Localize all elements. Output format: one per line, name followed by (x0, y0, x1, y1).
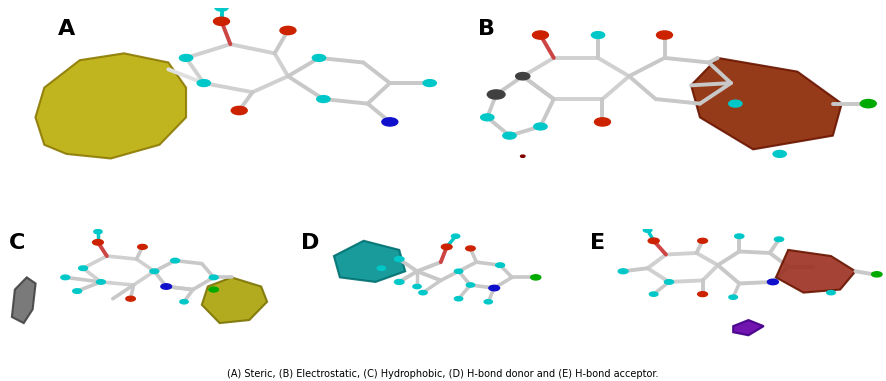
Circle shape (214, 17, 229, 26)
Polygon shape (12, 277, 35, 323)
Polygon shape (733, 320, 764, 335)
Circle shape (441, 244, 452, 250)
Circle shape (860, 99, 876, 108)
Circle shape (774, 237, 783, 242)
Circle shape (209, 287, 219, 292)
Circle shape (649, 292, 658, 296)
Circle shape (827, 290, 835, 295)
Circle shape (466, 246, 475, 251)
Circle shape (649, 238, 659, 243)
Circle shape (455, 296, 462, 301)
Circle shape (94, 229, 102, 234)
Text: B: B (478, 19, 495, 39)
Circle shape (161, 284, 172, 289)
Circle shape (728, 100, 742, 107)
Circle shape (197, 80, 211, 86)
Circle shape (618, 269, 628, 274)
Circle shape (872, 272, 882, 277)
Circle shape (487, 90, 505, 99)
Text: E: E (589, 233, 604, 253)
Circle shape (209, 275, 218, 280)
Circle shape (61, 275, 70, 280)
Circle shape (767, 279, 779, 285)
Circle shape (382, 118, 398, 126)
Circle shape (591, 32, 604, 38)
Circle shape (734, 234, 744, 239)
Circle shape (657, 31, 672, 39)
Circle shape (214, 4, 229, 11)
Circle shape (280, 26, 296, 35)
Circle shape (97, 280, 105, 284)
Text: A: A (58, 19, 74, 39)
Circle shape (126, 296, 136, 301)
Circle shape (394, 257, 404, 261)
Circle shape (171, 258, 180, 263)
Circle shape (495, 263, 505, 267)
Circle shape (466, 283, 475, 287)
Circle shape (452, 234, 460, 239)
Circle shape (664, 280, 673, 284)
Circle shape (413, 284, 421, 289)
Circle shape (697, 239, 708, 243)
Circle shape (520, 155, 525, 157)
Circle shape (377, 266, 385, 271)
Polygon shape (35, 53, 186, 158)
Circle shape (697, 292, 708, 296)
Circle shape (480, 114, 494, 121)
Circle shape (179, 54, 193, 61)
Circle shape (533, 123, 547, 130)
Circle shape (729, 295, 737, 299)
Text: D: D (301, 233, 320, 253)
Text: (A) Steric, (B) Electrostatic, (C) Hydrophobic, (D) H-bond donor and (E) H-bond : (A) Steric, (B) Electrostatic, (C) Hydro… (227, 369, 659, 379)
Polygon shape (691, 58, 842, 149)
Circle shape (150, 269, 159, 274)
Circle shape (93, 240, 104, 245)
Circle shape (595, 118, 610, 126)
Circle shape (312, 54, 325, 61)
Circle shape (532, 31, 548, 39)
Circle shape (531, 275, 540, 280)
Circle shape (643, 228, 652, 232)
Circle shape (419, 290, 427, 295)
Circle shape (180, 299, 188, 304)
Circle shape (773, 150, 787, 157)
Circle shape (394, 280, 404, 284)
Polygon shape (776, 250, 855, 293)
Circle shape (73, 289, 82, 293)
Circle shape (424, 80, 436, 86)
Polygon shape (202, 277, 268, 323)
Text: C: C (9, 233, 26, 253)
Circle shape (489, 285, 500, 291)
Circle shape (231, 106, 247, 115)
Circle shape (455, 269, 462, 274)
Circle shape (79, 266, 88, 271)
Circle shape (317, 96, 330, 102)
Circle shape (484, 299, 493, 304)
Circle shape (503, 132, 516, 139)
Polygon shape (334, 241, 405, 282)
Circle shape (516, 72, 530, 80)
Circle shape (137, 245, 147, 249)
